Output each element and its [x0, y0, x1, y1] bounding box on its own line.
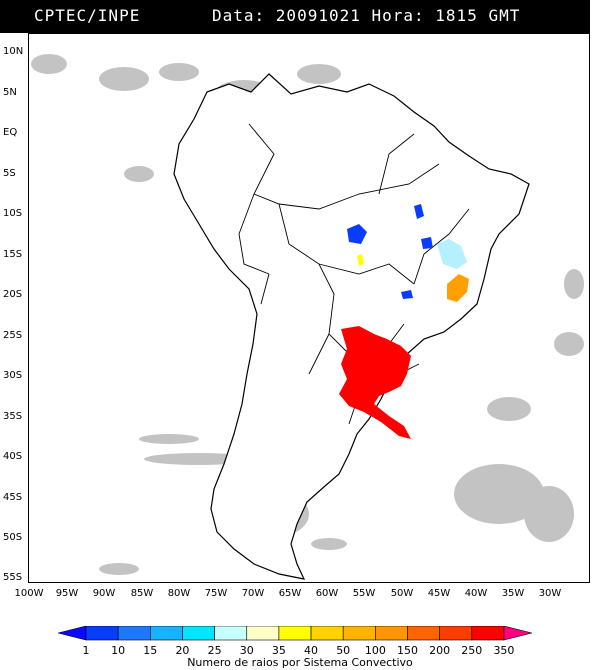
- legend-swatch: [439, 626, 473, 641]
- lon-label: 65W: [278, 588, 302, 599]
- legend-swatch: [471, 626, 505, 641]
- legend-value: 35: [271, 644, 286, 657]
- lat-label: EQ: [3, 127, 18, 138]
- legend-swatch: [310, 626, 344, 641]
- legend-swatch: [182, 626, 215, 641]
- legend-value: 50: [336, 644, 351, 657]
- legend-value: 20: [175, 644, 190, 657]
- legend-swatch: [503, 626, 533, 641]
- lat-label: 40S: [3, 451, 23, 462]
- legend-value: 15: [143, 644, 158, 657]
- convective-system-blue-4: [401, 290, 413, 299]
- convective-system-cyan: [437, 239, 467, 269]
- lon-label: 70W: [241, 588, 265, 599]
- lat-label: 15S: [3, 249, 23, 260]
- lon-label: 75W: [204, 588, 228, 599]
- lon-label: 55W: [352, 588, 376, 599]
- legend-swatch: [407, 626, 440, 641]
- legend-title: Numero de raios por Sistema Convectivo: [187, 656, 413, 669]
- lon-label: 45W: [427, 588, 451, 599]
- header-bar: CPTEC/INPE Data: 20091021 Hora: 1815 GMT: [0, 0, 590, 33]
- legend-swatch: [150, 626, 183, 641]
- lon-label: 100W: [14, 588, 44, 599]
- lat-label: 10N: [3, 46, 24, 57]
- lon-label: 80W: [167, 588, 191, 599]
- lat-label: 20S: [3, 289, 23, 300]
- legend-value: 100: [364, 644, 386, 657]
- lon-label: 30W: [538, 588, 562, 599]
- convective-system-blue-1: [347, 224, 367, 244]
- convective-system-blue-3: [421, 237, 433, 249]
- legend-swatch: [58, 626, 87, 641]
- legend-swatch: [214, 626, 248, 641]
- lon-label: 85W: [130, 588, 154, 599]
- lon-label: 60W: [315, 588, 339, 599]
- legend-value: 40: [304, 644, 319, 657]
- lat-label: 45S: [3, 492, 23, 503]
- convective-system-red: [339, 326, 411, 439]
- map-panel: [28, 33, 590, 583]
- lat-label: 50S: [3, 532, 23, 543]
- lat-label: 5S: [3, 168, 16, 179]
- lat-label: 5N: [3, 87, 17, 98]
- legend-swatch: [342, 626, 376, 641]
- lat-label: 55S: [3, 572, 23, 583]
- header-datetime: Data: 20091021 Hora: 1815 GMT: [212, 6, 521, 25]
- legend-value: 1: [82, 644, 90, 657]
- convective-system-blue-2: [414, 204, 424, 219]
- continent-outline: [173, 73, 530, 580]
- legend-swatch: [278, 626, 312, 641]
- convective-system-orange: [447, 274, 469, 302]
- legend-value: 250: [461, 644, 483, 657]
- legend-value: 150: [397, 644, 418, 657]
- lon-label: 95W: [55, 588, 79, 599]
- lat-label: 35S: [3, 411, 23, 422]
- legend-colorbar: [58, 626, 533, 641]
- legend-value: 25: [207, 644, 222, 657]
- legend-swatch: [85, 626, 119, 641]
- convective-systems: [339, 204, 469, 439]
- lon-label: 50W: [390, 588, 414, 599]
- legend-value: 350: [493, 644, 515, 657]
- legend-swatch: [246, 626, 280, 641]
- lat-label: 25S: [3, 330, 23, 341]
- legend-swatch: [375, 626, 408, 641]
- lon-label: 35W: [501, 588, 525, 599]
- legend-value: 30: [239, 644, 254, 657]
- legend-swatch: [117, 626, 151, 641]
- lat-label: 30S: [3, 370, 23, 381]
- header-source: CPTEC/INPE: [34, 6, 141, 25]
- legend-value: 200: [429, 644, 451, 657]
- lat-label: 10S: [3, 208, 23, 219]
- lon-label: 40W: [464, 588, 488, 599]
- legend-value: 10: [111, 644, 126, 657]
- lon-label: 90W: [92, 588, 116, 599]
- convective-system-yellow: [357, 254, 364, 266]
- map-canvas: [31, 54, 584, 580]
